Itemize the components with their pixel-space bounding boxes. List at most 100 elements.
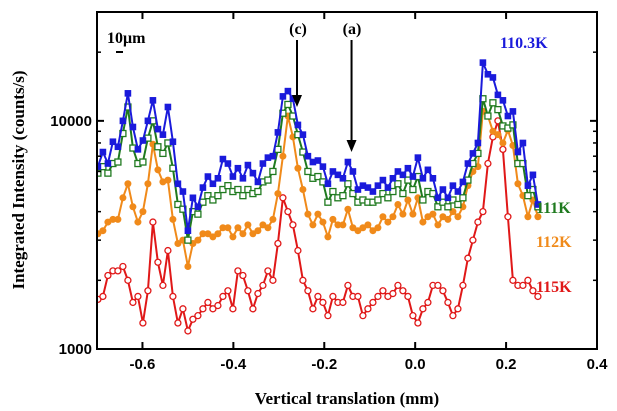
data-point	[199, 184, 207, 191]
data-point	[144, 180, 152, 188]
data-point	[109, 138, 117, 146]
data-point	[514, 148, 522, 156]
data-point	[194, 210, 202, 218]
data-point	[494, 91, 502, 99]
data-point	[534, 292, 542, 301]
data-point	[199, 305, 207, 313]
data-point	[524, 192, 532, 200]
data-point	[279, 152, 287, 160]
data-point	[144, 287, 152, 295]
data-point	[134, 292, 142, 301]
data-point	[274, 145, 282, 154]
data-point	[454, 188, 462, 195]
data-point	[264, 176, 272, 184]
data-point	[444, 194, 452, 202]
data-point	[324, 233, 332, 241]
data-point	[279, 93, 287, 100]
data-point	[464, 254, 472, 262]
data-point	[434, 221, 442, 229]
data-point	[314, 210, 322, 218]
data-point	[489, 99, 497, 107]
data-point	[329, 187, 337, 196]
data-point	[104, 160, 112, 167]
data-point	[99, 292, 107, 301]
scale-bar-line	[116, 51, 123, 53]
data-point	[184, 262, 192, 270]
data-point	[254, 187, 262, 196]
data-point	[169, 215, 177, 223]
data-point	[284, 87, 292, 95]
data-point	[254, 178, 262, 186]
data-point	[419, 218, 427, 226]
y-tick-label: 1000	[59, 341, 92, 358]
data-point	[499, 139, 507, 147]
data-point	[254, 289, 262, 298]
data-point	[289, 221, 297, 229]
data-point	[469, 150, 477, 157]
data-point	[269, 215, 277, 223]
data-point	[404, 196, 412, 204]
data-point	[399, 171, 407, 179]
data-point	[294, 246, 302, 255]
data-point	[409, 173, 417, 180]
data-point	[264, 154, 272, 161]
data-point	[359, 182, 367, 189]
data-point	[419, 175, 427, 182]
data-point	[214, 230, 222, 238]
data-point	[389, 175, 397, 182]
series-layer	[89, 59, 542, 335]
data-point	[289, 95, 297, 103]
data-point	[459, 194, 467, 202]
data-point	[479, 207, 487, 216]
data-point	[104, 271, 112, 280]
data-point	[424, 298, 432, 307]
data-point	[309, 221, 317, 229]
data-point	[524, 182, 532, 189]
data-point	[204, 173, 212, 180]
ticks-layer	[97, 12, 598, 350]
data-point	[219, 224, 227, 232]
data-point	[334, 171, 342, 179]
data-point	[149, 218, 157, 226]
data-point	[414, 319, 422, 327]
data-point	[259, 281, 267, 290]
data-point	[244, 287, 252, 295]
data-point	[314, 172, 322, 181]
data-point	[339, 175, 347, 182]
data-point	[439, 198, 447, 206]
data-point	[124, 90, 132, 97]
data-point	[444, 298, 452, 307]
data-point	[194, 236, 202, 244]
data-point	[274, 239, 282, 248]
y-axis-title: Integrated Intensity (counts/s)	[9, 70, 28, 289]
data-point	[404, 176, 412, 184]
data-point	[529, 287, 537, 295]
data-point	[419, 305, 427, 313]
data-point	[434, 281, 442, 290]
data-point	[224, 160, 232, 167]
data-point	[529, 171, 537, 179]
data-point	[434, 203, 442, 211]
data-point	[409, 185, 417, 194]
data-point	[364, 221, 372, 229]
data-point	[309, 158, 317, 166]
data-point	[204, 192, 212, 200]
annotation-label: (a)	[343, 21, 362, 38]
data-point	[339, 221, 347, 229]
data-point	[89, 153, 96, 160]
data-point	[239, 271, 247, 280]
x-tick-label: 0.0	[405, 356, 426, 373]
data-point	[229, 173, 237, 180]
scale-bar-label: 10μm	[107, 30, 146, 47]
y-tick-label: 10000	[50, 113, 92, 130]
data-point	[394, 281, 402, 290]
data-point	[144, 117, 152, 125]
data-point	[509, 121, 517, 129]
data-point	[339, 298, 347, 307]
data-point	[154, 166, 162, 174]
data-point	[114, 143, 122, 151]
series-label: 115K	[536, 279, 572, 296]
annotation-arrow-head	[292, 95, 302, 108]
data-point	[224, 287, 232, 295]
